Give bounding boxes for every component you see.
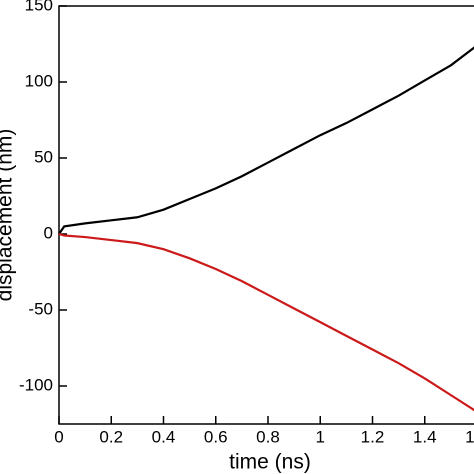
x-tick-label: 0.6 [204,427,228,446]
x-tick-label: 0.2 [99,427,123,446]
x-tick-label: 0.8 [256,427,280,446]
y-axis-label: displacement (nm) [0,129,17,302]
y-tick-label: 0 [44,223,53,242]
x-tick-label: 0 [54,427,63,446]
x-tick-label: 1 [316,427,325,446]
y-tick-label: 50 [34,147,53,166]
y-tick-label: 100 [25,71,53,90]
plot-frame [58,5,474,425]
y-tick-label: 150 [25,0,53,14]
x-tick-label: 1.6 [465,427,474,446]
x-tick-label: 1.4 [413,427,437,446]
x-tick-label: 0.4 [152,427,176,446]
data-line [58,46,474,235]
y-tick-label: -50 [28,299,53,318]
data-line [58,232,474,412]
x-tick-label: 1.2 [361,427,385,446]
y-tick-label: -100 [19,375,53,394]
x-axis-label: time (ns) [229,451,311,474]
